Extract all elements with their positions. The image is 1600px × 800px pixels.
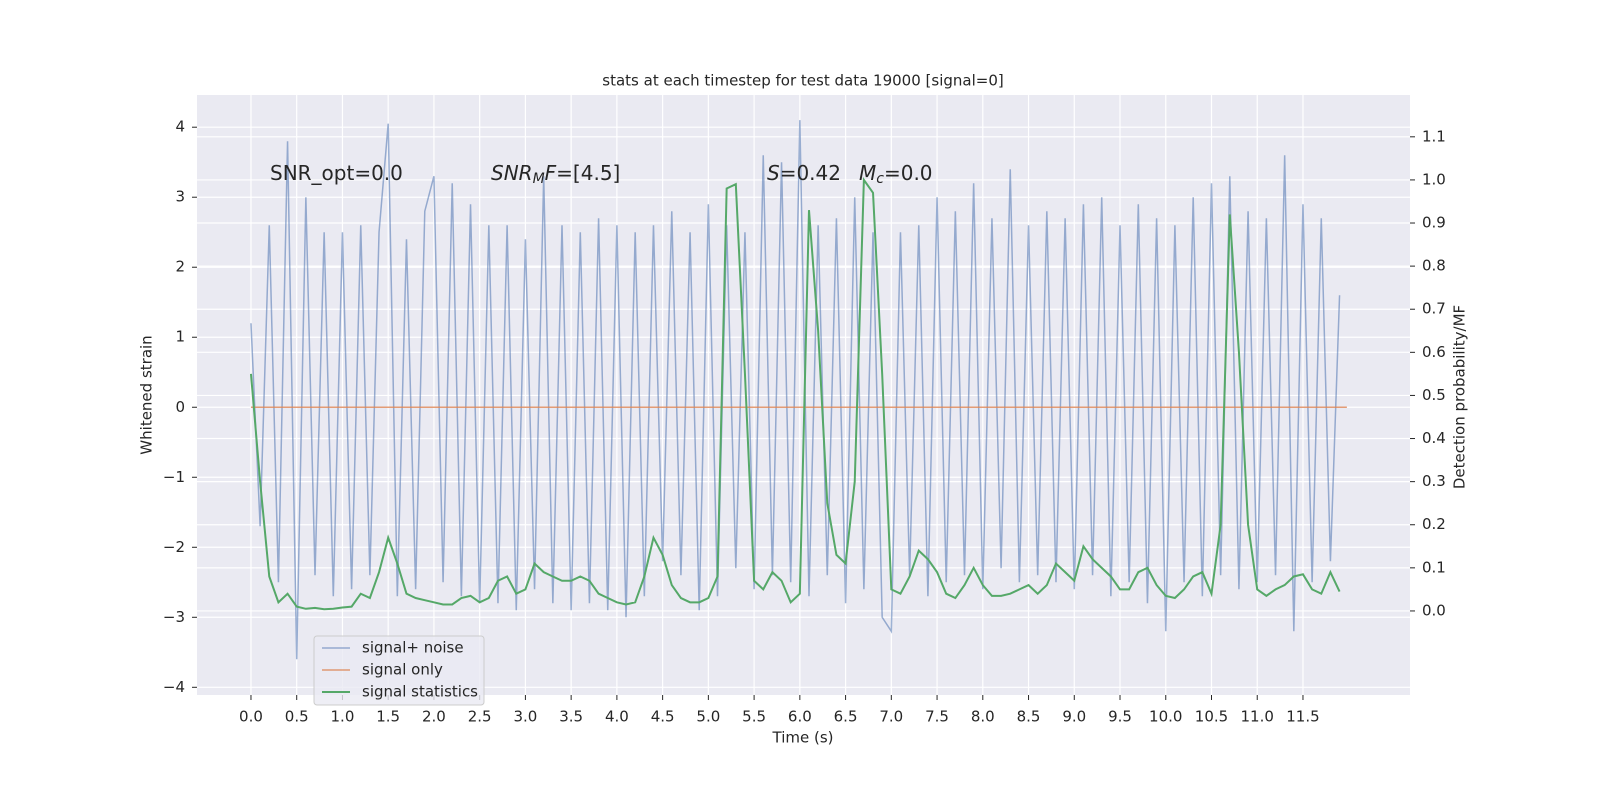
x-tick-label: 10.0 [1149,708,1182,726]
annotation: SNRMF=[4.5] [491,161,620,188]
y2-tick-label: 0.2 [1422,515,1446,533]
legend: signal+ noise signal only signal statistic… [313,635,485,706]
y2-tick-label: 0.7 [1422,300,1446,318]
grid [197,95,1410,695]
annotation: SNR_opt=0.0 [270,161,403,185]
y2-tick-label: 0.5 [1422,386,1446,404]
annotation-text: =0.42 [780,161,841,185]
annotation: Mc=0.0 [859,161,933,188]
y2-axis-label: Detection probability/MF [1451,305,1469,489]
x-tick-label: 3.0 [513,708,537,726]
series-line [250,120,1341,660]
legend-box [313,635,485,706]
y-tick-label: −2 [163,538,185,556]
series-line [249,176,1341,611]
y2-tick-label: 0.6 [1422,343,1446,361]
legend-label: signal only [362,661,443,679]
y2-tick-label: 0.1 [1422,558,1446,576]
x-tick-label: 4.0 [605,708,629,726]
x-tick-label: 9.0 [1062,708,1086,726]
annotation: S=0.42 [767,161,841,185]
legend-label: signal statistics [362,683,478,701]
y-axis-label: Whitened strain [138,335,156,454]
annotation-text: M [859,161,876,185]
x-tick-label: 11.5 [1286,708,1319,726]
annotation-text: =[4.5] [556,161,620,185]
marks [249,120,1347,660]
x-tick-label: 2.5 [468,708,492,726]
annotation-text: S [767,161,780,185]
x-tick-label: 6.5 [834,708,858,726]
x-tick-label: 7.0 [879,708,903,726]
y-tick-label: 0 [175,398,185,416]
annotation-text: F [545,161,557,185]
y-tick-label: −4 [163,678,185,696]
y-tick-label: −1 [163,468,185,486]
annotation-text: M [533,171,545,187]
y2-tick-label: 0.4 [1422,429,1446,447]
x-tick-label: 2.0 [422,708,446,726]
annotation-text: c [876,171,884,187]
annotation-text: SNR [491,161,533,185]
x-tick-label: 8.5 [1017,708,1041,726]
y2-tick-label: 0.8 [1422,257,1446,275]
annotation-text: SNR_opt=0.0 [270,161,403,185]
y2-tick-label: 0.0 [1422,601,1446,619]
y2-tick-label: 0.9 [1422,214,1446,232]
y-tick-label: 1 [175,328,185,346]
y-tick-label: 3 [175,188,185,206]
x-tick-label: 0.0 [239,708,263,726]
axes: 0.0 0.5 1.0 1.5 2.0 2.5 3.0 3.5 4.0 4.5 5.0 5.5 6.0 6… [163,118,1446,726]
chart-title: stats at each timestep for test data 190… [602,72,1003,90]
y-tick-label: 2 [175,258,185,276]
x-tick-label: 1.0 [331,708,355,726]
x-tick-label: 8.0 [971,708,995,726]
legend-label: signal+ noise [362,639,464,657]
x-tick-label: 10.5 [1195,708,1228,726]
x-axis-label: Time (s) [772,729,834,747]
x-tick-label: 5.0 [696,708,720,726]
y-tick-label: 4 [175,118,185,136]
y2-tick-label: 1.0 [1422,170,1446,188]
x-tick-label: 6.0 [788,708,812,726]
annotation-text: =0.0 [884,161,933,185]
x-tick-label: 0.5 [285,708,309,726]
x-tick-label: 11.0 [1241,708,1274,726]
x-tick-label: 5.5 [742,708,766,726]
y2-tick-label: 0.3 [1422,472,1446,490]
x-tick-label: 4.5 [651,708,675,726]
y-tick-label: −3 [163,608,185,626]
x-tick-label: 3.5 [559,708,583,726]
y2-tick-label: 1.1 [1422,127,1446,145]
x-tick-label: 9.5 [1108,708,1132,726]
x-tick-label: 7.5 [925,708,949,726]
x-tick-label: 1.5 [376,708,400,726]
